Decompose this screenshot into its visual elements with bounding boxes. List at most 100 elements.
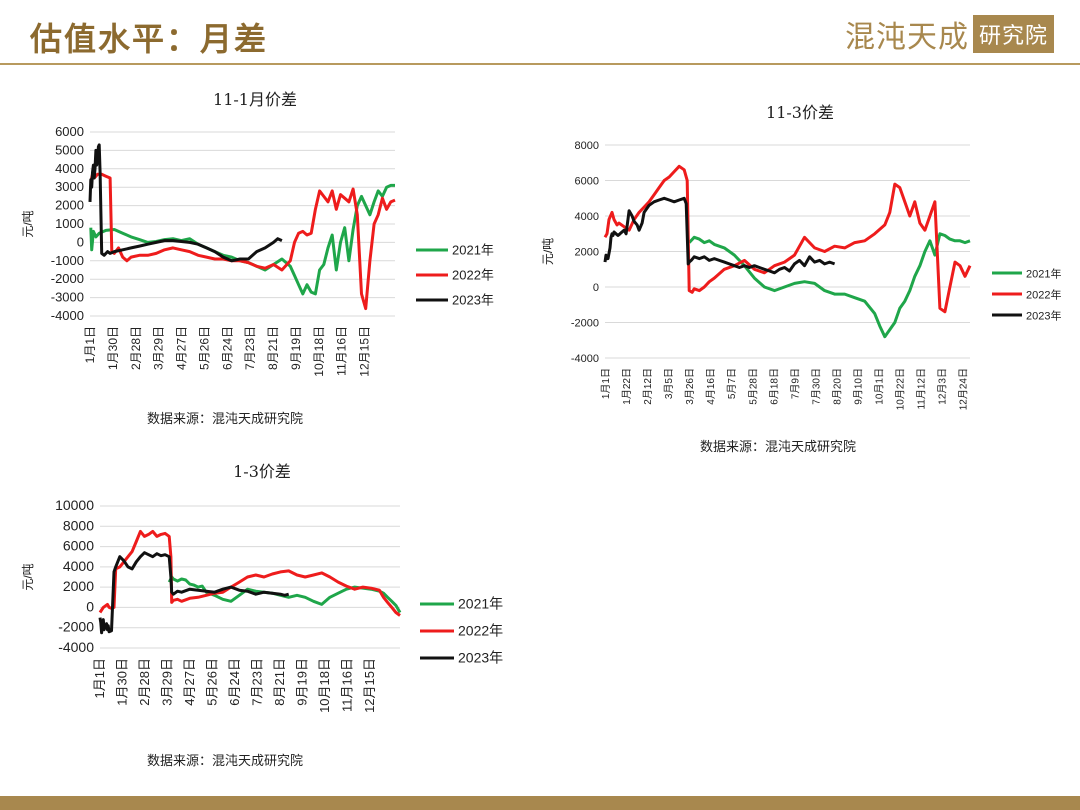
page-title: 估值水平：月差 <box>30 20 269 58</box>
x-tick-label: 2月28日 <box>129 326 143 370</box>
x-tick-label: 9月19日 <box>289 326 303 370</box>
x-tick-label: 5月26日 <box>205 658 220 706</box>
x-tick-label: 3月29日 <box>152 326 166 370</box>
y-tick-label: 0 <box>77 234 84 249</box>
y-tick-label: 1000 <box>55 216 84 231</box>
y-tick-label: 2000 <box>63 578 94 594</box>
y-tick-label: 3000 <box>55 179 84 194</box>
x-tick-label: 3月26日 <box>684 368 696 405</box>
chart-title: 1-3价差 <box>233 462 291 481</box>
y-axis-label: 元/吨 <box>21 563 35 590</box>
x-tick-label: 10月18日 <box>312 326 326 377</box>
legend-label: 2023年 <box>1026 309 1061 323</box>
x-tick-label: 12月15日 <box>362 658 377 713</box>
series-line-2023年 <box>88 143 283 263</box>
y-tick-label: 4000 <box>63 558 94 574</box>
x-tick-label: 6月24日 <box>220 326 234 370</box>
x-tick-label: 6月18日 <box>768 368 780 405</box>
x-tick-label: 11月16日 <box>335 326 349 376</box>
y-tick-label: 10000 <box>55 497 94 513</box>
y-tick-label: -4000 <box>571 353 599 365</box>
x-tick-label: 5月26日 <box>197 326 211 370</box>
y-tick-label: 8000 <box>575 140 599 152</box>
x-tick-label: 8月21日 <box>272 658 287 706</box>
x-tick-label: 3月29日 <box>160 658 175 706</box>
x-tick-label: 12月24日 <box>958 368 970 410</box>
header-divider <box>0 63 1080 65</box>
y-tick-label: -2000 <box>58 619 94 635</box>
x-tick-label: 3月5日 <box>663 368 675 399</box>
y-tick-label: 4000 <box>575 211 599 223</box>
x-tick-label: 2月12日 <box>642 368 654 405</box>
x-tick-label: 7月30日 <box>810 368 822 405</box>
y-tick-label: 5000 <box>55 142 84 157</box>
x-tick-label: 12月15日 <box>358 326 372 377</box>
x-tick-label: 8月21日 <box>266 326 280 370</box>
source-note-1: 数据来源：混沌天成研究院 <box>147 412 304 427</box>
chart-svg: 11-3价差 8000 6000 4000 2000 0 -2000 -4000 元/吨 1月1日… <box>541 103 1061 410</box>
y-tick-label: -2000 <box>571 318 599 330</box>
x-tick-label: 1月1日 <box>83 326 97 363</box>
logo-text: 混沌天成 <box>845 20 969 55</box>
x-tick-label: 11月12日 <box>916 368 928 410</box>
y-tick-label: 6000 <box>63 538 94 554</box>
y-tick-label: 6000 <box>575 176 599 188</box>
y-tick-label: 6000 <box>55 124 84 139</box>
x-tick-label: 4月27日 <box>175 326 189 370</box>
x-tick-label: 8月20日 <box>831 368 843 405</box>
legend-label: 2023年 <box>452 293 494 308</box>
legend-label: 2022年 <box>452 268 494 283</box>
x-tick-label: 10月18日 <box>317 658 332 713</box>
x-tick-label: 1月1日 <box>92 658 107 698</box>
y-tick-label: 8000 <box>63 517 94 533</box>
x-tick-label: 10月22日 <box>895 368 907 410</box>
series-line-2021年 <box>89 183 395 296</box>
logo-box: 研究院 <box>973 15 1055 53</box>
x-tick-label: 12月3日 <box>937 368 949 405</box>
chart-11-1-spread: 11-1月价差 6000 5000 4000 3000 2000 1000 0 -1000 -20… <box>0 80 540 380</box>
chart-11-3-spread: 11-3价差 8000 6000 4000 2000 0 -2000 -4000 元/吨 1月1日… <box>540 90 1080 430</box>
legend-label: 2021年 <box>1026 267 1061 281</box>
chart-svg: 1-3价差 10000 8000 6000 4000 2000 0 -2000 -4000 元/吨… <box>21 462 503 713</box>
y-tick-label: 4000 <box>55 161 84 176</box>
x-tick-label: 7月23日 <box>250 658 265 706</box>
legend-label: 2022年 <box>458 623 503 639</box>
y-tick-label: -2000 <box>51 271 84 286</box>
chart-1-3-spread: 1-3价差 10000 8000 6000 4000 2000 0 -2000 -4000 元/吨… <box>0 455 540 745</box>
chart-title: 11-1月价差 <box>213 90 297 109</box>
x-tick-label: 11月16日 <box>340 658 355 712</box>
x-tick-label: 7月23日 <box>243 326 257 370</box>
source-note-3: 数据来源：混沌天成研究院 <box>147 754 304 769</box>
series-line-2022年 <box>89 172 396 311</box>
x-tick-label: 6月24日 <box>227 658 242 706</box>
y-tick-label: -1000 <box>51 253 84 268</box>
x-tick-label: 5月28日 <box>747 368 759 405</box>
x-tick-label: 1月22日 <box>621 368 633 405</box>
x-tick-label: 7月9日 <box>789 368 801 399</box>
footer-bar <box>0 796 1080 810</box>
x-tick-label: 1月30日 <box>106 326 120 370</box>
series-line-2022年 <box>98 529 401 617</box>
y-tick-label: -3000 <box>51 290 84 305</box>
series-line-2022年 <box>603 164 972 314</box>
x-tick-label: 1月30日 <box>115 658 130 706</box>
source-note-2: 数据来源：混沌天成研究院 <box>700 440 857 455</box>
y-tick-label: 2000 <box>55 198 84 213</box>
x-tick-label: 5月7日 <box>726 368 738 399</box>
legend-label: 2021年 <box>452 243 494 258</box>
chart-svg: 11-1月价差 6000 5000 4000 3000 2000 1000 0 -1000 -20… <box>21 90 494 377</box>
brand-logo: 混沌天成 研究院 <box>845 14 1055 55</box>
legend-label: 2021年 <box>458 596 503 612</box>
chart-title: 11-3价差 <box>766 103 834 122</box>
series-line-2023年 <box>98 551 290 635</box>
x-tick-label: 4月27日 <box>182 658 197 706</box>
y-tick-label: -4000 <box>51 308 84 323</box>
y-axis-label: 元/吨 <box>21 210 35 237</box>
series-line-2023年 <box>603 196 836 275</box>
legend-label: 2023年 <box>458 650 503 666</box>
x-tick-label: 1月1日 <box>600 368 612 399</box>
x-tick-label: 10月1日 <box>874 368 886 405</box>
y-tick-label: -4000 <box>58 639 94 655</box>
y-tick-label: 2000 <box>575 247 599 259</box>
y-tick-label: 0 <box>86 598 94 614</box>
